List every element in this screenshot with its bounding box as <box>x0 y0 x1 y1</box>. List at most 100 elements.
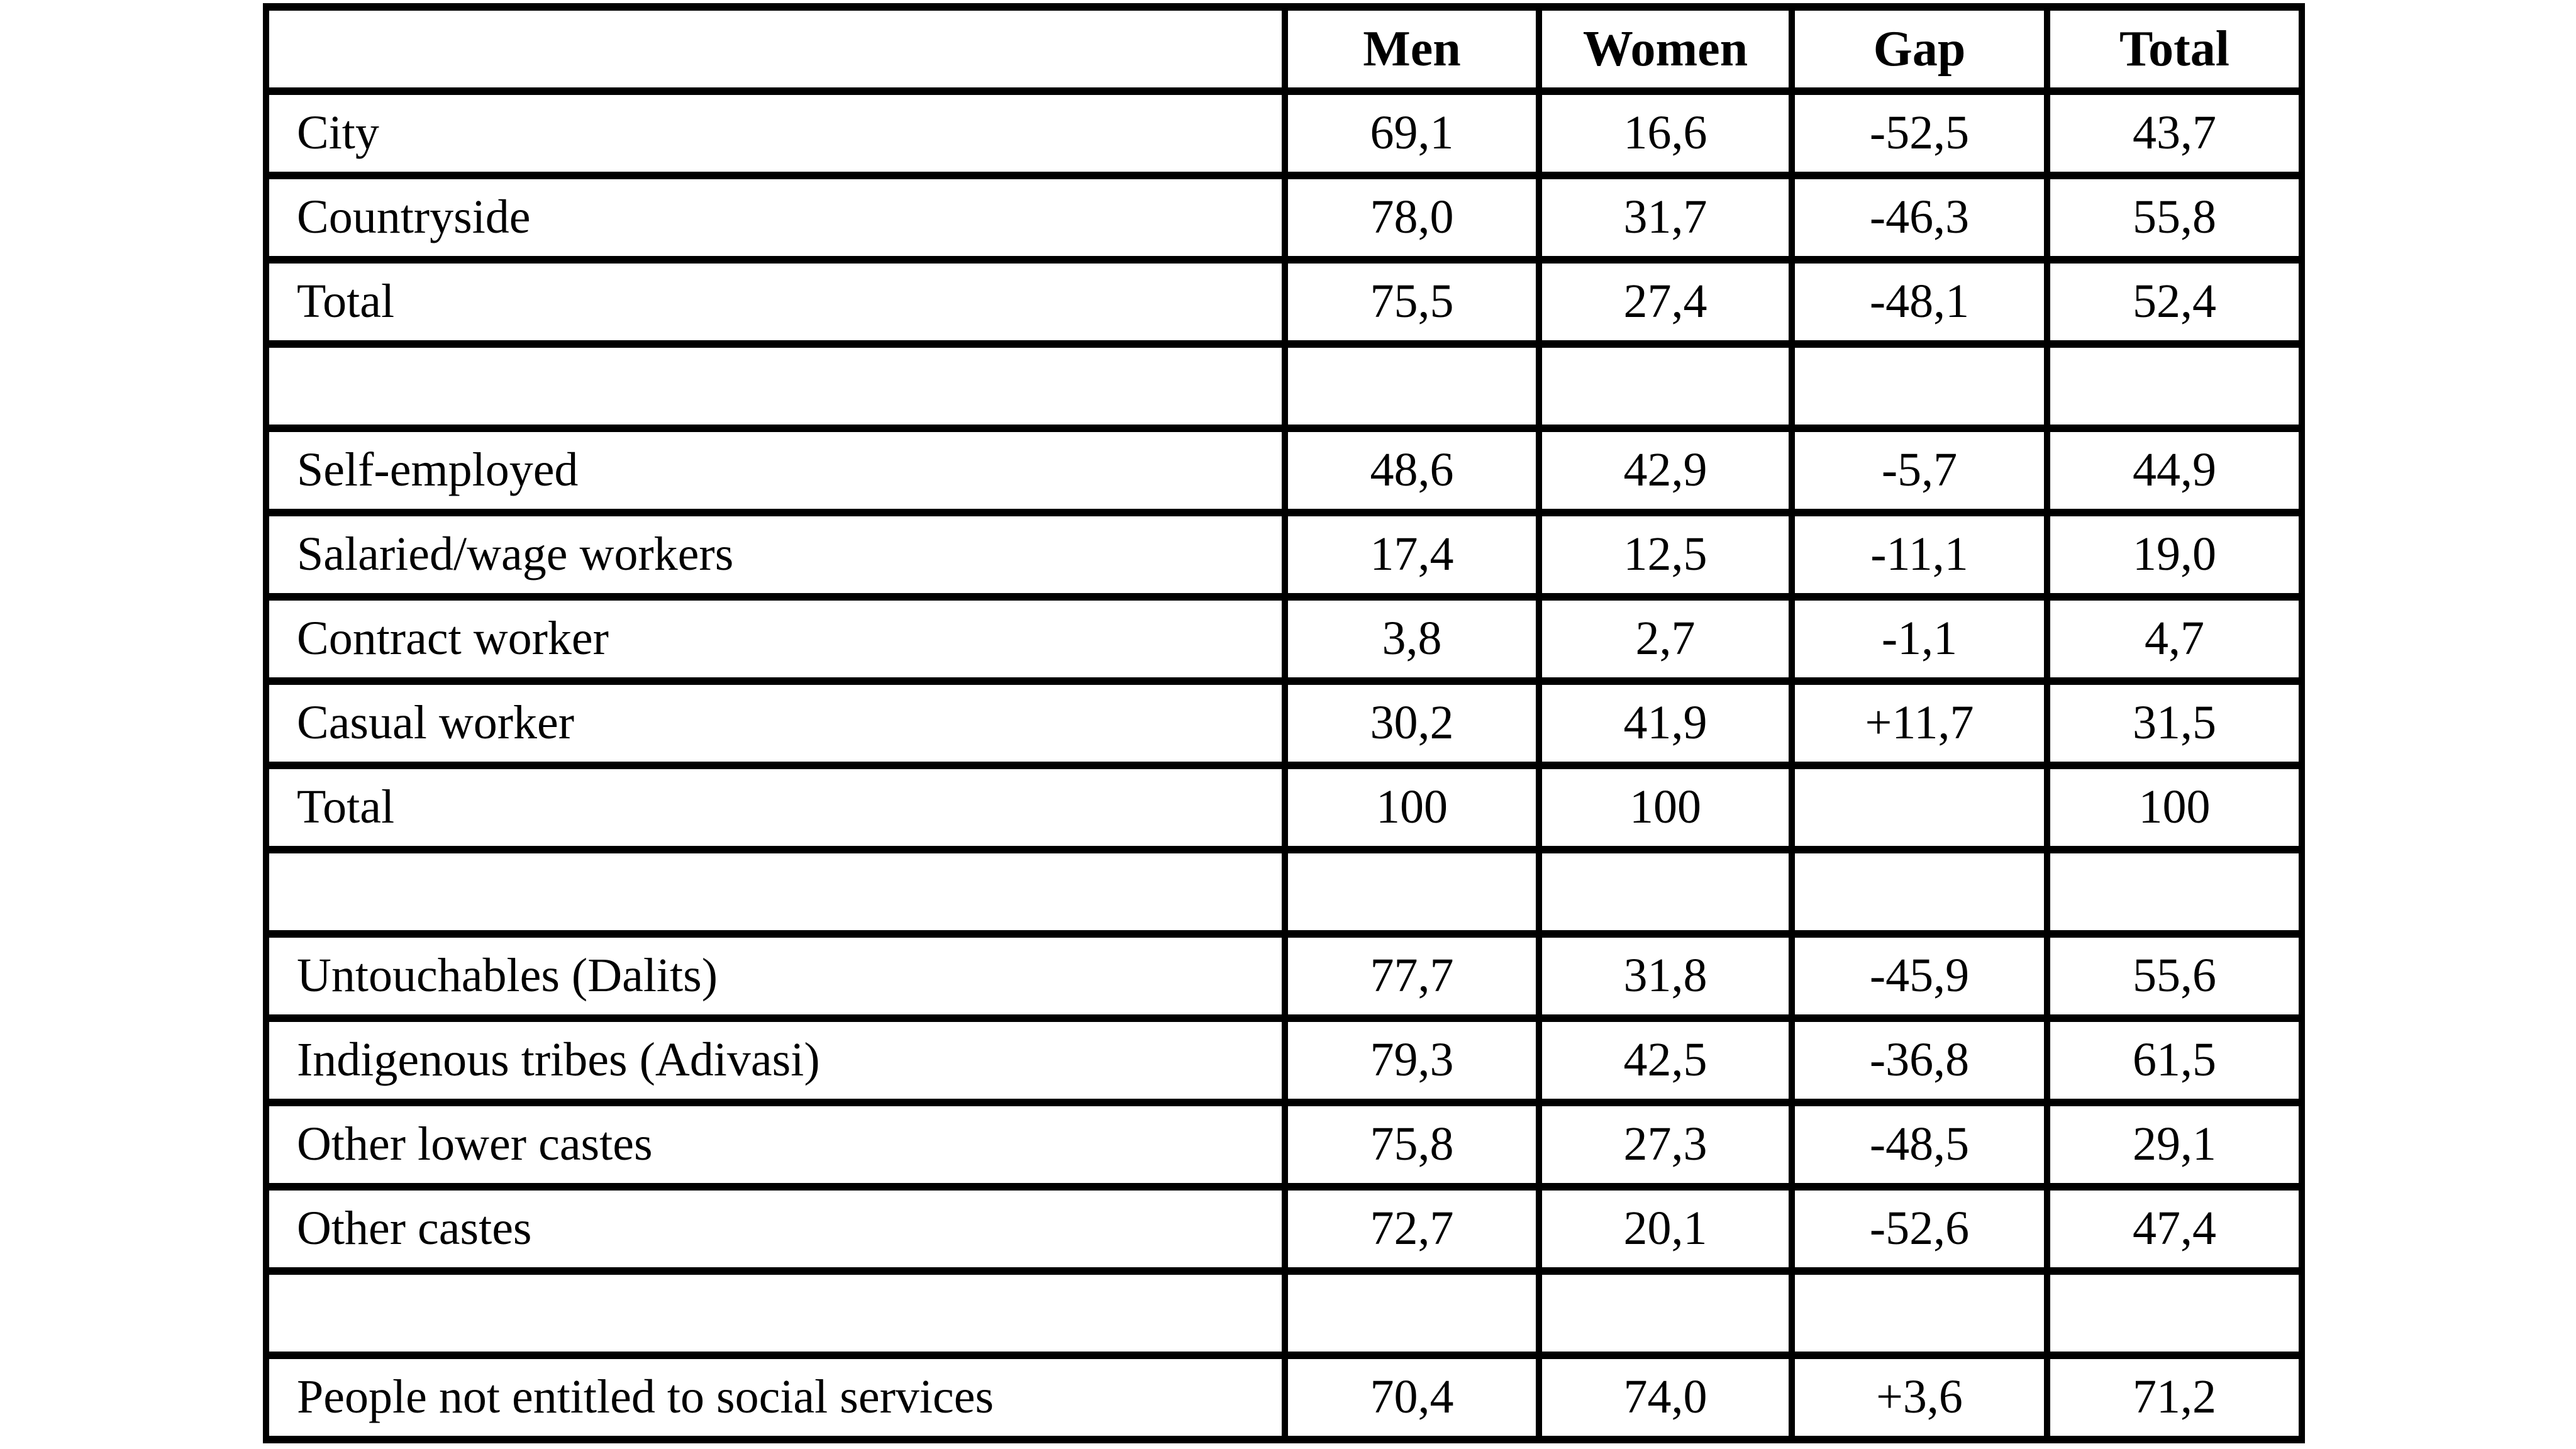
cell-men <box>1282 340 1542 432</box>
cell-women: 2,7 <box>1536 593 1795 685</box>
cell-men: 79,3 <box>1282 1014 1542 1106</box>
row-label: Casual worker <box>263 677 1288 769</box>
cell-gap: -48,1 <box>1789 256 2050 348</box>
cell-women: 100 <box>1536 762 1795 853</box>
table-row-contract-worker: Contract worker 3,8 2,7 -1,1 4,7 <box>263 593 2305 685</box>
cell-total: 47,4 <box>2044 1183 2305 1275</box>
column-header-gap: Gap <box>1789 3 2050 95</box>
cell-gap <box>1789 1267 2050 1359</box>
cell-women: 31,8 <box>1536 930 1795 1022</box>
header-row: Men Women Gap Total <box>263 3 2305 95</box>
column-header-total: Total <box>2044 3 2305 95</box>
table-row-untouchables-dalits: Untouchables (Dalits) 77,7 31,8 -45,9 55… <box>263 930 2305 1022</box>
cell-gap: -52,6 <box>1789 1183 2050 1275</box>
spacer-row-2 <box>263 846 2305 938</box>
cell-total: 61,5 <box>2044 1014 2305 1106</box>
table-row-other-castes: Other castes 72,7 20,1 -52,6 47,4 <box>263 1183 2305 1275</box>
table-row-indigenous-tribes-adivasi: Indigenous tribes (Adivasi) 79,3 42,5 -3… <box>263 1014 2305 1106</box>
cell-gap: +11,7 <box>1789 677 2050 769</box>
cell-total: 55,6 <box>2044 930 2305 1022</box>
cell-women: 16,6 <box>1536 87 1795 179</box>
cell-total: 4,7 <box>2044 593 2305 685</box>
cell-men: 69,1 <box>1282 87 1542 179</box>
cell-women <box>1536 340 1795 432</box>
cell-gap: -52,5 <box>1789 87 2050 179</box>
table-row-people-not-entitled-social-services: People not entitled to social services 7… <box>263 1352 2305 1443</box>
cell-men: 17,4 <box>1282 509 1542 601</box>
cell-women: 42,5 <box>1536 1014 1795 1106</box>
cell-men: 48,6 <box>1282 425 1542 516</box>
column-header-men: Men <box>1282 3 1542 95</box>
cell-women <box>1536 1267 1795 1359</box>
cell-women <box>1536 846 1795 938</box>
cell-total: 71,2 <box>2044 1352 2305 1443</box>
cell-gap: -11,1 <box>1789 509 2050 601</box>
table-row-casual-worker: Casual worker 30,2 41,9 +11,7 31,5 <box>263 677 2305 769</box>
cell-women: 74,0 <box>1536 1352 1795 1443</box>
column-header-blank <box>263 3 1288 95</box>
cell-women: 27,4 <box>1536 256 1795 348</box>
cell-total <box>2044 1267 2305 1359</box>
table-row-total-employment: Total 100 100 100 <box>263 762 2305 853</box>
cell-gap: -36,8 <box>1789 1014 2050 1106</box>
row-label: Total <box>263 256 1288 348</box>
cell-total: 55,8 <box>2044 172 2305 264</box>
cell-total <box>2044 340 2305 432</box>
cell-gap: -48,5 <box>1789 1099 2050 1191</box>
table-row-countryside: Countryside 78,0 31,7 -46,3 55,8 <box>263 172 2305 264</box>
cell-total: 19,0 <box>2044 509 2305 601</box>
table-row-self-employed: Self-employed 48,6 42,9 -5,7 44,9 <box>263 425 2305 516</box>
spacer-row-1 <box>263 340 2305 432</box>
cell-total: 52,4 <box>2044 256 2305 348</box>
cell-women: 20,1 <box>1536 1183 1795 1275</box>
row-label: Indigenous tribes (Adivasi) <box>263 1014 1288 1106</box>
table-row-salaried-wage-workers: Salaried/wage workers 17,4 12,5 -11,1 19… <box>263 509 2305 601</box>
cell-men: 77,7 <box>1282 930 1542 1022</box>
row-label: Salaried/wage workers <box>263 509 1288 601</box>
row-label <box>263 340 1288 432</box>
column-header-women: Women <box>1536 3 1795 95</box>
cell-men: 75,5 <box>1282 256 1542 348</box>
row-label: City <box>263 87 1288 179</box>
cell-women: 31,7 <box>1536 172 1795 264</box>
spacer-row-3 <box>263 1267 2305 1359</box>
cell-men <box>1282 846 1542 938</box>
cell-total: 100 <box>2044 762 2305 853</box>
row-label <box>263 1267 1288 1359</box>
cell-total <box>2044 846 2305 938</box>
cell-gap: +3,6 <box>1789 1352 2050 1443</box>
cell-gap: -46,3 <box>1789 172 2050 264</box>
row-label <box>263 846 1288 938</box>
cell-total: 43,7 <box>2044 87 2305 179</box>
table-row-city: City 69,1 16,6 -52,5 43,7 <box>263 87 2305 179</box>
cell-gap <box>1789 846 2050 938</box>
row-label: Untouchables (Dalits) <box>263 930 1288 1022</box>
cell-total: 31,5 <box>2044 677 2305 769</box>
row-label: Countryside <box>263 172 1288 264</box>
row-label: Self-employed <box>263 425 1288 516</box>
cell-gap <box>1789 340 2050 432</box>
cell-men: 75,8 <box>1282 1099 1542 1191</box>
row-label: Other castes <box>263 1183 1288 1275</box>
table-row-total-residence: Total 75,5 27,4 -48,1 52,4 <box>263 256 2305 348</box>
cell-men: 3,8 <box>1282 593 1542 685</box>
row-label: People not entitled to social services <box>263 1352 1288 1443</box>
cell-total: 29,1 <box>2044 1099 2305 1191</box>
cell-gap: -1,1 <box>1789 593 2050 685</box>
cell-women: 27,3 <box>1536 1099 1795 1191</box>
row-label: Contract worker <box>263 593 1288 685</box>
cell-total: 44,9 <box>2044 425 2305 516</box>
cell-women: 12,5 <box>1536 509 1795 601</box>
cell-women: 42,9 <box>1536 425 1795 516</box>
cell-men: 100 <box>1282 762 1542 853</box>
cell-women: 41,9 <box>1536 677 1795 769</box>
cell-gap: -5,7 <box>1789 425 2050 516</box>
cell-gap: -45,9 <box>1789 930 2050 1022</box>
row-label: Total <box>263 762 1288 853</box>
cell-men: 70,4 <box>1282 1352 1542 1443</box>
table-row-other-lower-castes: Other lower castes 75,8 27,3 -48,5 29,1 <box>263 1099 2305 1191</box>
cell-men: 30,2 <box>1282 677 1542 769</box>
row-label: Other lower castes <box>263 1099 1288 1191</box>
statistics-table: Men Women Gap Total City 69,1 16,6 -52,5… <box>263 3 2305 1443</box>
